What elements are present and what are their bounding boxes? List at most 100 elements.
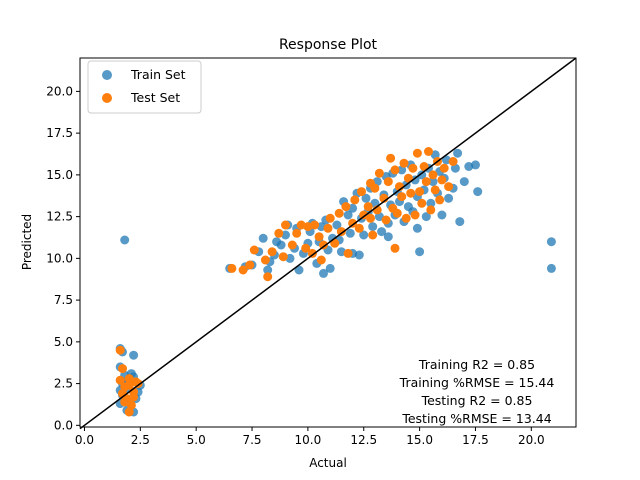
test-point — [341, 202, 351, 212]
test-point — [444, 182, 454, 192]
annotation-testing-rmse: Testing %RMSE = 13.44 — [401, 411, 551, 426]
train-point — [263, 265, 273, 275]
train-point — [368, 222, 378, 232]
train-point — [319, 268, 328, 278]
test-point — [390, 243, 400, 253]
y-tick-label: 15.0 — [46, 168, 73, 182]
test-point — [401, 213, 411, 223]
test-point — [325, 213, 335, 223]
train-point — [437, 210, 447, 220]
train-point — [453, 148, 463, 158]
legend-label-train: Train Set — [130, 67, 186, 82]
test-point — [131, 377, 141, 387]
test-point — [410, 210, 420, 220]
train-point — [120, 235, 130, 245]
test-point — [124, 407, 134, 417]
test-point — [386, 153, 396, 163]
train-point — [343, 210, 353, 220]
train-point — [258, 233, 268, 243]
plot-frame — [79, 57, 577, 428]
test-point — [424, 147, 433, 156]
train-point — [471, 160, 480, 170]
train-point — [415, 247, 425, 257]
test-point — [390, 165, 400, 175]
test-point — [334, 208, 344, 218]
annotation-training-rmse: Training %RMSE = 15.44 — [399, 375, 555, 390]
test-point — [357, 187, 366, 197]
test-point — [354, 223, 364, 233]
legend-marker-train — [102, 70, 112, 80]
train-point — [417, 170, 427, 180]
test-point — [415, 187, 425, 197]
test-point — [115, 345, 125, 355]
train-point — [383, 232, 393, 242]
test-point — [426, 205, 436, 215]
train-point — [421, 212, 431, 222]
annotation-training-r2: Training R2 = 0.85 — [418, 357, 535, 372]
x-tick-label: 17.5 — [462, 433, 489, 447]
train-point — [377, 227, 387, 237]
test-point — [417, 198, 427, 208]
test-point — [307, 248, 317, 258]
x-tick-label: 5.0 — [187, 433, 206, 447]
reference-line — [79, 57, 577, 430]
test-point — [419, 162, 429, 171]
train-point — [129, 350, 139, 360]
x-tick-label: 12.5 — [350, 433, 377, 447]
x-axis-ticks: 0.0 2.5 5.0 7.5 10.0 12.5 15.0 17.5 20.0 — [75, 427, 545, 447]
train-point — [359, 230, 369, 240]
train-point — [546, 237, 556, 247]
test-point — [120, 397, 130, 407]
train-point — [444, 193, 454, 203]
test-point — [316, 255, 326, 265]
y-tick-label: 5.0 — [54, 335, 73, 349]
test-point — [406, 188, 416, 198]
test-point — [403, 173, 413, 183]
test-point — [408, 163, 418, 173]
annotation-testing-r2: Testing R2 = 0.85 — [421, 393, 533, 408]
y-tick-label: 17.5 — [46, 126, 73, 140]
test-point — [359, 210, 369, 220]
test-point — [292, 228, 302, 238]
test-point — [336, 227, 346, 237]
test-point — [118, 364, 127, 374]
train-point — [272, 237, 282, 247]
test-point — [383, 177, 393, 187]
train-point — [345, 228, 355, 238]
y-tick-label: 20.0 — [46, 84, 73, 98]
legend-marker-test — [102, 93, 112, 103]
y-tick-label: 10.0 — [46, 251, 73, 265]
legend-label-test: Test Set — [130, 90, 180, 105]
test-point — [314, 232, 324, 242]
train-point — [325, 263, 335, 273]
train-point — [455, 217, 465, 227]
train-point — [294, 265, 304, 275]
test-point — [350, 195, 360, 205]
x-tick-label: 15.0 — [406, 433, 433, 447]
legend-box — [87, 60, 202, 114]
test-point — [374, 168, 384, 178]
test-point — [245, 260, 255, 270]
test-point — [392, 208, 402, 218]
train-point — [412, 223, 422, 233]
y-tick-label: 7.5 — [54, 293, 73, 307]
test-point — [430, 185, 440, 195]
test-point — [439, 163, 449, 173]
test-point — [310, 220, 320, 230]
test-point — [301, 243, 311, 253]
train-point — [428, 177, 438, 187]
test-point — [278, 252, 288, 262]
test-point — [238, 265, 248, 275]
y-tick-label: 0.0 — [54, 418, 73, 432]
metrics-annotation: Training R2 = 0.85 Training %RMSE = 15.4… — [399, 357, 555, 426]
test-point — [249, 245, 259, 255]
test-point — [363, 202, 373, 212]
y-tick-label: 2.5 — [54, 377, 73, 391]
test-point — [448, 157, 458, 166]
train-point — [361, 193, 371, 203]
test-point — [412, 148, 422, 158]
test-point — [330, 238, 340, 248]
test-point — [287, 240, 297, 250]
x-tick-label: 2.5 — [131, 433, 150, 447]
